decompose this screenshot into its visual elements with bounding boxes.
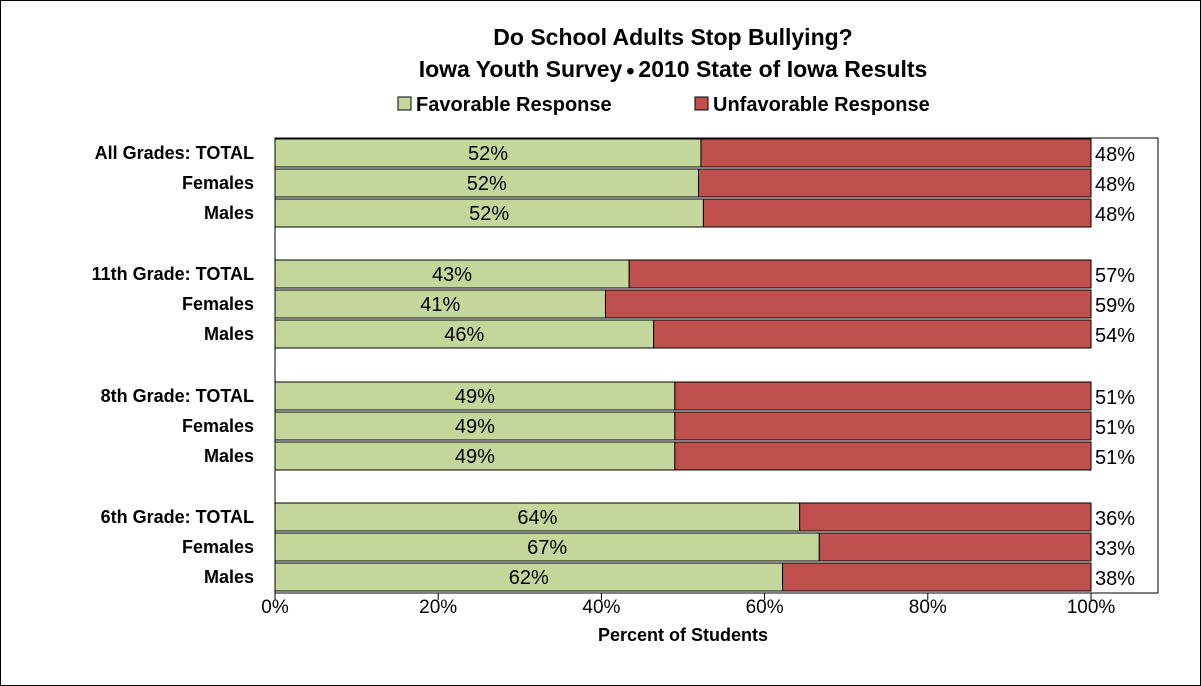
bar-unfavorable-8 <box>674 441 1092 471</box>
bars-layer: 52% 48% 52% 48% 52% 48% 43% 57% 41% 59% 46% 54% 49% 5… <box>274 138 1135 592</box>
bar-unfavorable-7 <box>674 411 1092 441</box>
x-tick-label-4: 80% <box>909 597 947 618</box>
x-tick-label-0: 0% <box>261 597 289 618</box>
data-label-unfavorable-1: 48% <box>1095 174 1135 196</box>
data-label-favorable-6: 49% <box>455 386 495 408</box>
data-label-unfavorable-6: 51% <box>1095 387 1135 409</box>
bar-unfavorable-3 <box>628 259 1092 289</box>
category-label-9: 6th Grade: TOTAL <box>101 507 254 527</box>
data-label-unfavorable-3: 57% <box>1095 265 1135 287</box>
bar-unfavorable-10 <box>818 532 1092 562</box>
legend-label-unfavorable: Unfavorable Response <box>713 94 930 116</box>
category-labels: All Grades: TOTAL Females Males 11th Grade:… <box>92 143 254 587</box>
category-label-6: 8th Grade: TOTAL <box>101 386 254 406</box>
data-label-favorable-3: 43% <box>432 264 472 286</box>
bar-favorable-7 <box>274 411 676 441</box>
bar-favorable-1 <box>274 168 700 198</box>
subtitle-part-survey: Iowa Youth Survey <box>419 56 623 82</box>
chart-title: Do School Adults Stop Bullying? <box>493 24 852 50</box>
category-label-11: Males <box>204 567 254 587</box>
subtitle-part-year: 2010 State of Iowa Results <box>638 56 927 82</box>
data-label-favorable-1: 52% <box>467 173 507 195</box>
category-label-3: 11th Grade: TOTAL <box>92 264 254 284</box>
bar-favorable-0 <box>274 138 702 168</box>
data-label-favorable-5: 46% <box>444 324 484 346</box>
data-label-unfavorable-7: 51% <box>1095 417 1135 439</box>
data-label-favorable-7: 49% <box>455 416 495 438</box>
category-label-1: Females <box>182 173 254 193</box>
x-axis: 0% 20% 40% 60% 80% 100% <box>261 593 1115 618</box>
subtitle-part-bullet: • <box>626 58 634 84</box>
x-tick-label-3: 60% <box>746 597 784 618</box>
data-label-unfavorable-9: 36% <box>1095 508 1135 530</box>
bar-favorable-11 <box>274 562 784 592</box>
bar-favorable-6 <box>274 381 676 411</box>
data-label-unfavorable-5: 54% <box>1095 325 1135 347</box>
data-label-unfavorable-2: 48% <box>1095 204 1135 226</box>
bar-unfavorable-5 <box>653 319 1092 349</box>
bar-favorable-8 <box>274 441 676 471</box>
data-label-favorable-11: 62% <box>509 567 549 589</box>
bar-favorable-9 <box>274 502 801 532</box>
bar-unfavorable-0 <box>700 138 1092 168</box>
bar-unfavorable-9 <box>799 502 1092 532</box>
category-label-10: Females <box>182 537 254 557</box>
legend-label-favorable: Favorable Response <box>416 94 612 116</box>
data-label-favorable-9: 64% <box>517 507 557 529</box>
data-label-favorable-4: 41% <box>420 294 460 316</box>
data-label-favorable-8: 49% <box>455 446 495 468</box>
legend: Favorable Response Unfavorable Response <box>397 94 930 116</box>
x-tick-label-2: 40% <box>582 597 620 618</box>
x-tick-label-1: 20% <box>419 597 457 618</box>
category-label-7: Females <box>182 416 254 436</box>
data-label-favorable-0: 52% <box>468 143 508 165</box>
bar-unfavorable-1 <box>698 168 1092 198</box>
data-label-unfavorable-11: 38% <box>1095 568 1135 590</box>
category-label-5: Males <box>204 324 254 344</box>
category-label-0: All Grades: TOTAL <box>95 143 254 163</box>
bar-unfavorable-2 <box>702 198 1092 228</box>
bar-favorable-5 <box>274 319 655 349</box>
x-axis-label: Percent of Students <box>598 625 768 645</box>
data-label-favorable-10: 67% <box>527 537 567 559</box>
data-label-unfavorable-8: 51% <box>1095 447 1135 469</box>
data-label-unfavorable-4: 59% <box>1095 295 1135 317</box>
chart-subtitle: Iowa Youth Survey • 2010 State of Iowa Res… <box>419 56 928 84</box>
bar-unfavorable-11 <box>782 562 1092 592</box>
legend-swatch-unfavorable <box>694 96 709 111</box>
bar-favorable-10 <box>274 532 820 562</box>
category-label-2: Males <box>204 203 254 223</box>
bar-unfavorable-6 <box>674 381 1092 411</box>
x-tick-label-5: 100% <box>1067 597 1116 618</box>
data-label-favorable-2: 52% <box>469 203 509 225</box>
plot-area <box>274 137 1159 594</box>
legend-swatch-favorable <box>397 96 412 111</box>
category-label-8: Males <box>204 446 254 466</box>
category-label-4: Females <box>182 294 254 314</box>
bar-favorable-3 <box>274 259 630 289</box>
data-label-unfavorable-10: 33% <box>1095 538 1135 560</box>
bar-favorable-4 <box>274 289 606 319</box>
data-label-unfavorable-0: 48% <box>1095 144 1135 166</box>
bar-unfavorable-4 <box>604 289 1092 319</box>
